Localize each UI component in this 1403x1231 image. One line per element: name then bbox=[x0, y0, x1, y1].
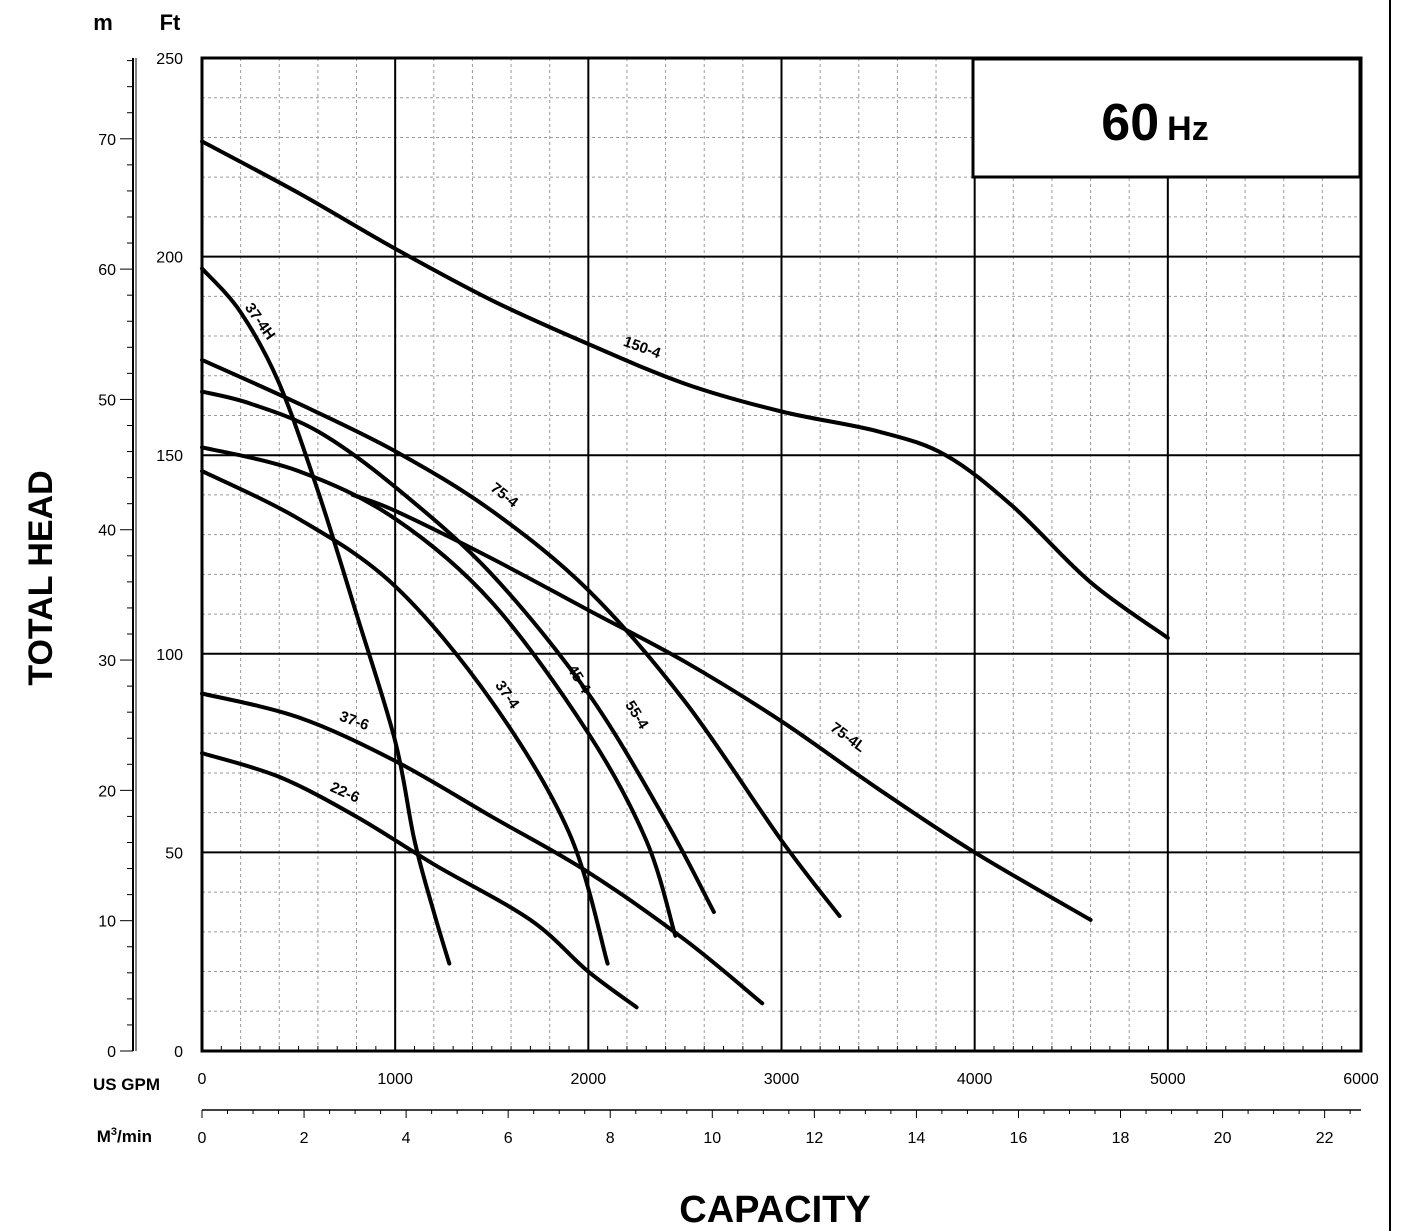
curve-150-4 bbox=[200, 139, 1170, 640]
m3min-tick-label: 4 bbox=[402, 1130, 411, 1147]
m3min-tick-label: 8 bbox=[606, 1130, 615, 1147]
m-tick-label: 50 bbox=[98, 392, 116, 409]
m3min-axis bbox=[201, 1109, 1361, 1118]
m-tick-label: 10 bbox=[98, 914, 116, 931]
gpm-tick-label: 0 bbox=[198, 1071, 207, 1088]
m3min-tick-label: 14 bbox=[908, 1130, 926, 1147]
ft-tick-label: 0 bbox=[174, 1044, 183, 1061]
m-tick-label: 30 bbox=[98, 653, 116, 670]
plot-frame bbox=[200, 56, 1363, 1053]
m3min-unit-label: M3/min bbox=[97, 1126, 152, 1146]
curve-37-4H bbox=[200, 266, 452, 966]
gpm-unit-label: US GPM bbox=[93, 1075, 160, 1094]
m3min-tick-label: 20 bbox=[1214, 1130, 1232, 1147]
ft-unit-label: Ft bbox=[160, 10, 181, 35]
gpm-tick-label: 2000 bbox=[571, 1071, 607, 1088]
gpm-tick-label: 4000 bbox=[957, 1071, 993, 1088]
ft-tick-labels: 0 50 100 150 200 250 bbox=[156, 51, 183, 1061]
m3min-tick-label: 18 bbox=[1112, 1130, 1130, 1147]
ft-tick-label: 100 bbox=[156, 647, 183, 664]
metric-head-axis bbox=[120, 58, 137, 1052]
m3min-tick-label: 6 bbox=[504, 1130, 513, 1147]
m-tick-label: 20 bbox=[98, 783, 116, 800]
m3min-tick-label: 12 bbox=[805, 1130, 823, 1147]
m3min-tick-labels: 0 2 4 6 8 10 12 14 16 18 20 22 bbox=[198, 1130, 1334, 1147]
curve-22-6 bbox=[200, 751, 639, 1010]
gpm-tick-label: 6000 bbox=[1343, 1071, 1379, 1088]
metric-unit-label: m bbox=[93, 10, 113, 35]
m3min-tick-label: 2 bbox=[300, 1130, 309, 1147]
pump-curves bbox=[200, 139, 1170, 1010]
m-tick-labels: 0 10 20 30 40 50 60 70 bbox=[98, 132, 116, 1061]
x-axis-title: CAPACITY bbox=[679, 1189, 870, 1231]
ft-tick-label: 250 bbox=[156, 51, 183, 68]
curve-55-4 bbox=[200, 389, 716, 914]
m3min-tick-label: 22 bbox=[1316, 1130, 1334, 1147]
gpm-tick-label: 1000 bbox=[377, 1071, 413, 1088]
curve-45-4 bbox=[200, 445, 678, 938]
ft-tick-label: 200 bbox=[156, 250, 183, 267]
curve-75-4L bbox=[350, 492, 1093, 922]
ft-tick-label: 150 bbox=[156, 448, 183, 465]
gpm-tick-label: 5000 bbox=[1150, 1071, 1186, 1088]
gpm-tick-label: 3000 bbox=[764, 1071, 800, 1088]
m-tick-label: 40 bbox=[98, 523, 116, 540]
curve-37-4 bbox=[200, 469, 610, 966]
major-grid bbox=[202, 58, 1361, 1051]
m3min-tick-label: 0 bbox=[198, 1130, 207, 1147]
ft-tick-label: 50 bbox=[165, 845, 183, 862]
m-tick-label: 0 bbox=[107, 1044, 116, 1061]
frequency-badge-text: 60 Hz bbox=[1101, 94, 1208, 152]
m3min-tick-label: 10 bbox=[703, 1130, 721, 1147]
m3min-tick-label: 16 bbox=[1010, 1130, 1028, 1147]
m-tick-label: 60 bbox=[98, 262, 116, 279]
curve-37-6 bbox=[200, 691, 765, 1006]
m-tick-label: 70 bbox=[98, 132, 116, 149]
gpm-tick-labels: 0 1000 2000 3000 4000 5000 6000 bbox=[198, 1071, 1379, 1088]
y-axis-title: TOTAL HEAD bbox=[22, 470, 60, 685]
curve-75-4 bbox=[200, 357, 842, 918]
frequency-badge: 60 Hz bbox=[971, 57, 1362, 179]
frequency-badge-box bbox=[971, 57, 1362, 179]
